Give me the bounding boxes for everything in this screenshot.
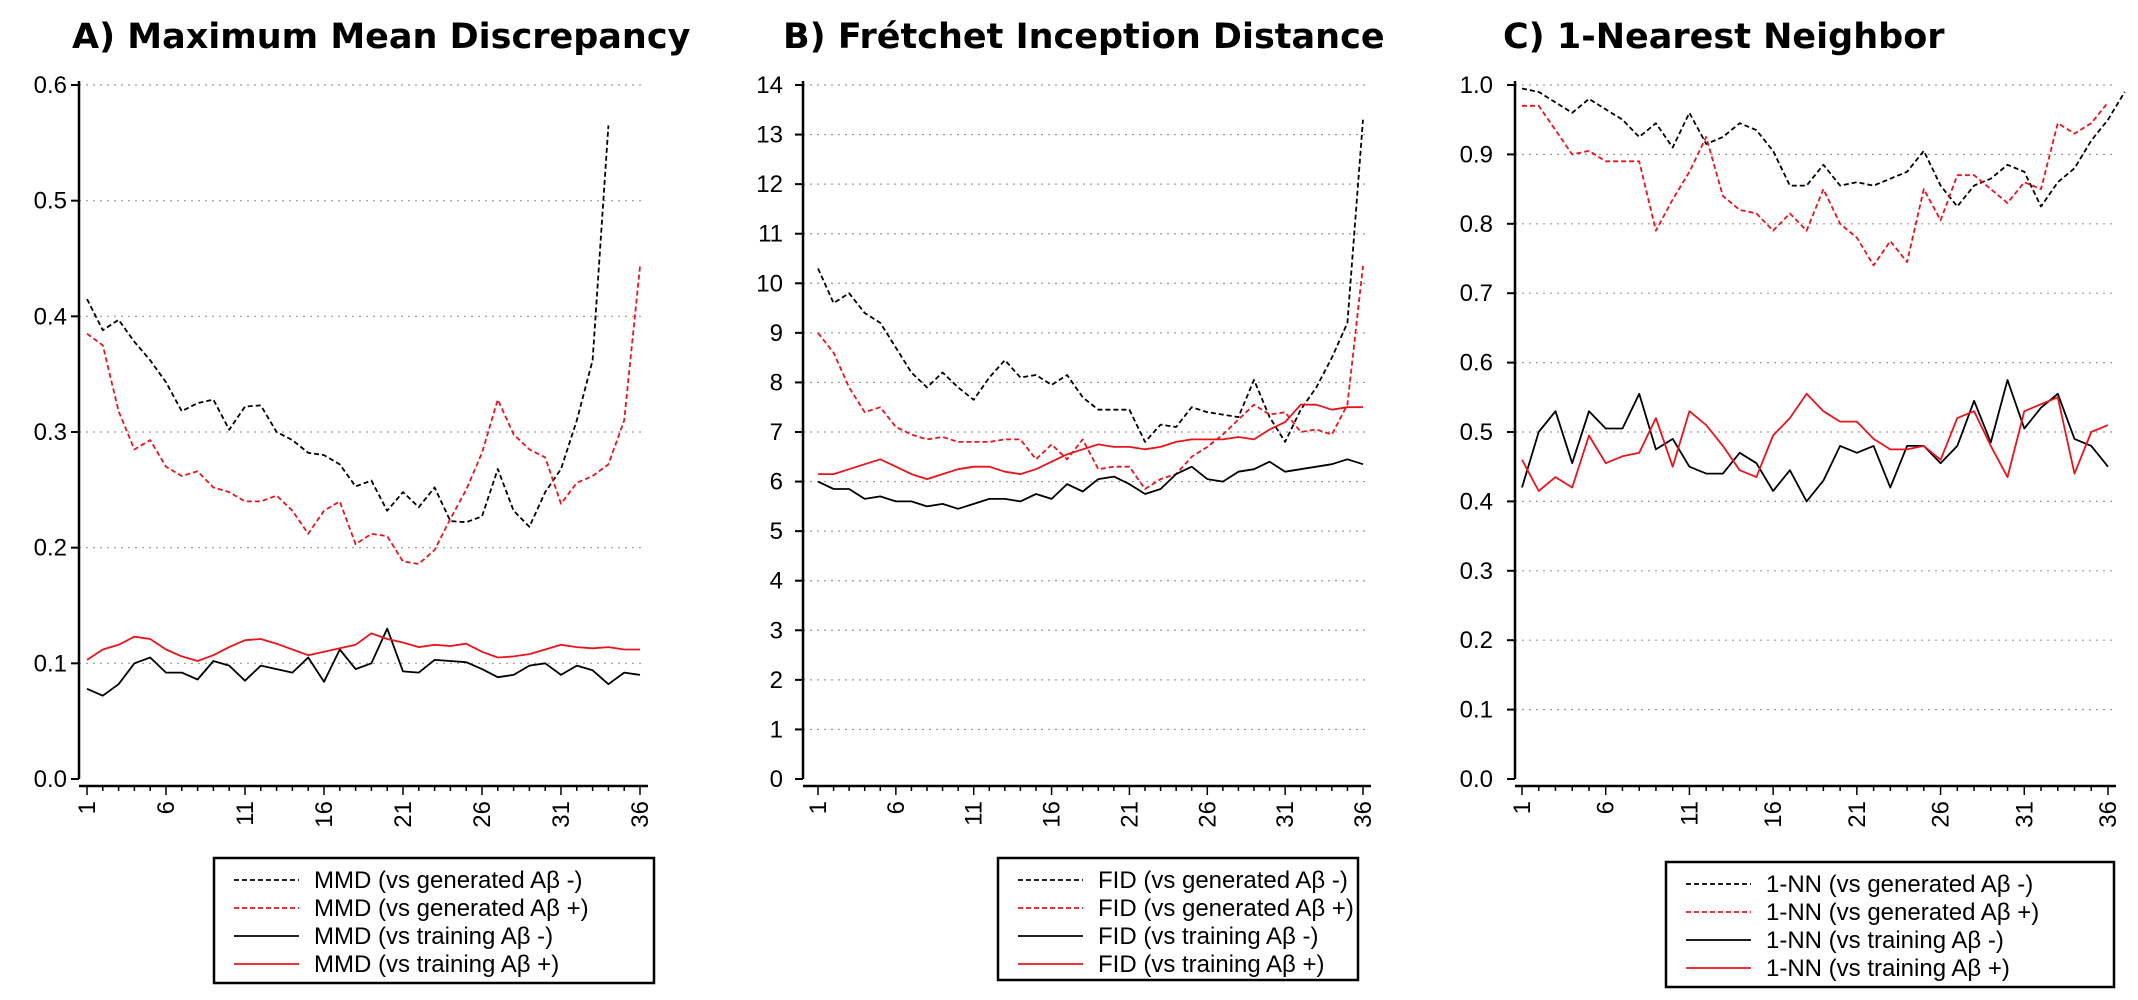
- one-nn-x-tick-label: 36: [2095, 801, 2122, 828]
- one-nn-y-tick-label: 0.7: [1460, 280, 1493, 307]
- one-nn-y-tick-label: 0.6: [1460, 350, 1493, 377]
- fid-y-tick-label: 1: [770, 716, 783, 743]
- fid-x-tick-label: 6: [883, 801, 910, 814]
- mmd-x-tick-label: 21: [390, 801, 417, 828]
- one-nn-x-tick-label: 16: [1760, 801, 1787, 828]
- fid-series-line-4: [818, 403, 1363, 481]
- one-nn-legend-label: 1-NN (vs generated Aβ -): [1766, 871, 2033, 898]
- mmd-x-tick-label: 31: [548, 801, 575, 828]
- mmd-x-tick-label: 36: [627, 801, 654, 828]
- one-nn-y-tick-label: 0.5: [1460, 419, 1493, 446]
- fid-y-tick-label: 5: [770, 518, 783, 545]
- mmd-series-line-1: [86, 125, 610, 528]
- fid-x-tick-label: 26: [1194, 801, 1221, 828]
- one-nn-y-tick-label: 0.2: [1460, 627, 1493, 654]
- one-nn-legend-label: 1-NN (vs training Aβ -): [1766, 927, 2004, 954]
- fid-legend-label: FID (vs generated Aβ +): [1098, 895, 1354, 922]
- fid-y-tick-label: 11: [758, 221, 783, 248]
- mmd-legend: MMD (vs generated Aβ -)MMD (vs generated…: [212, 856, 656, 985]
- fid-y-tick-label: 9: [770, 320, 783, 347]
- one-nn-x-tick-label: 21: [1844, 801, 1871, 828]
- fid-y-tick-label: 0: [770, 766, 783, 793]
- mmd-x-tick-label: 11: [232, 801, 259, 826]
- one-nn-y-tick-label: 0.1: [1460, 697, 1493, 724]
- one-nn-x-tick-label: 11: [1676, 801, 1703, 826]
- fid-series-line-3: [817, 458, 1364, 510]
- one-nn-legend: 1-NN (vs generated Aβ -)1-NN (vs generat…: [1664, 860, 2116, 989]
- mmd-legend-label: MMD (vs training Aβ +): [314, 951, 559, 978]
- mmd-x-tick-label: 6: [153, 801, 180, 814]
- one-nn-y-tick-label: 0.8: [1460, 211, 1493, 238]
- one-nn-legend-label: 1-NN (vs generated Aβ +): [1766, 899, 2039, 926]
- mmd-y-tick-label: 0.2: [34, 535, 67, 562]
- one-nn-legend-label: 1-NN (vs training Aβ +): [1766, 955, 2010, 982]
- fid-legend-label: FID (vs training Aβ +): [1098, 951, 1325, 978]
- fid-x-tick-label: 16: [1039, 801, 1066, 828]
- mmd-x-tick-label: 16: [311, 801, 338, 828]
- fid-legend: FID (vs generated Aβ -)FID (vs generated…: [996, 856, 1360, 982]
- fid-y-tick-label: 13: [756, 122, 783, 149]
- fid-x-tick-label: 36: [1350, 801, 1377, 828]
- mmd-y-tick-label: 0.1: [34, 650, 67, 677]
- one-nn-y-tick-label: 0.0: [1460, 766, 1493, 793]
- one-nn-y-tick-label: 0.9: [1460, 141, 1493, 168]
- fid-y-tick-label: 12: [756, 171, 783, 198]
- one-nn-y-tick-label: 1.0: [1460, 72, 1493, 99]
- mmd-legend-label: MMD (vs generated Aβ +): [314, 895, 589, 922]
- one-nn-x-tick-label: 26: [1928, 801, 1955, 828]
- fid-y-tick-label: 6: [770, 469, 783, 496]
- fid-series-line-2: [817, 265, 1364, 490]
- mmd-x-tick-label: 1: [74, 801, 101, 814]
- fid-y-tick-label: 7: [770, 419, 783, 446]
- fid-y-tick-label: 3: [770, 617, 783, 644]
- one-nn-series-line-4: [1521, 392, 2109, 492]
- mmd-x-tick-label: 26: [469, 801, 496, 828]
- one-nn-x-tick-label: 31: [2011, 801, 2038, 828]
- one-nn-y-tick-label: 0.3: [1460, 558, 1493, 585]
- fid-y-tick-label: 4: [770, 568, 783, 595]
- one-nn-series-line-2: [1522, 101, 2109, 267]
- mmd-series-line-4: [86, 632, 640, 662]
- one-nn-series-line-1: [1521, 87, 2126, 208]
- fid-series-line-1: [817, 119, 1364, 443]
- fid-legend-label: FID (vs generated Aβ -): [1098, 867, 1348, 894]
- fid-legend-label: FID (vs training Aβ -): [1098, 923, 1319, 950]
- fid-panel: B) Frétchet Inception Distance 012345678…: [756, 17, 1385, 982]
- mmd-y-tick-label: 0.3: [34, 419, 67, 446]
- one-nn-x-tick-label: 1: [1509, 801, 1536, 814]
- fid-y-tick-label: 14: [756, 72, 783, 99]
- fid-panel-title: B) Frétchet Inception Distance: [783, 17, 1385, 57]
- mmd-legend-label: MMD (vs generated Aβ -): [314, 867, 583, 894]
- fid-y-tick-label: 2: [770, 667, 783, 694]
- one-nn-panel-title: C) 1-Nearest Neighbor: [1503, 17, 1945, 57]
- mmd-series-line-3: [86, 627, 641, 697]
- mmd-panel-title: A) Maximum Mean Discrepancy: [72, 17, 691, 57]
- mmd-panel: A) Maximum Mean Discrepancy 0.0 0.1 0.2 0.3…: [34, 17, 691, 985]
- one-nn-legend-box: [1664, 860, 2116, 989]
- one-nn-panel: C) 1-Nearest Neighbor 0.0 0.1 0.2 0.3 0.4 0.5…: [1460, 17, 2126, 989]
- mmd-legend-box: [212, 856, 656, 985]
- fid-y-tick-label: 10: [756, 270, 783, 297]
- fid-x-tick-label: 21: [1116, 801, 1143, 828]
- fid-y-tick-label: 8: [770, 369, 783, 396]
- fid-legend-box: [996, 856, 1360, 982]
- mmd-y-tick-label: 0.6: [34, 72, 67, 99]
- mmd-series-line-2: [86, 266, 641, 565]
- fid-x-tick-label: 1: [805, 801, 832, 814]
- one-nn-series-line-3: [1521, 379, 2109, 503]
- fid-x-tick-label: 11: [961, 801, 988, 826]
- mmd-y-tick-label: 0.0: [34, 766, 67, 793]
- one-nn-x-tick-label: 6: [1593, 801, 1620, 814]
- fid-x-tick-label: 31: [1272, 801, 1299, 828]
- mmd-y-tick-label: 0.5: [34, 188, 67, 215]
- mmd-y-tick-label: 0.4: [34, 303, 67, 330]
- one-nn-y-tick-label: 0.4: [1460, 488, 1493, 515]
- mmd-legend-label: MMD (vs training Aβ -): [314, 923, 553, 950]
